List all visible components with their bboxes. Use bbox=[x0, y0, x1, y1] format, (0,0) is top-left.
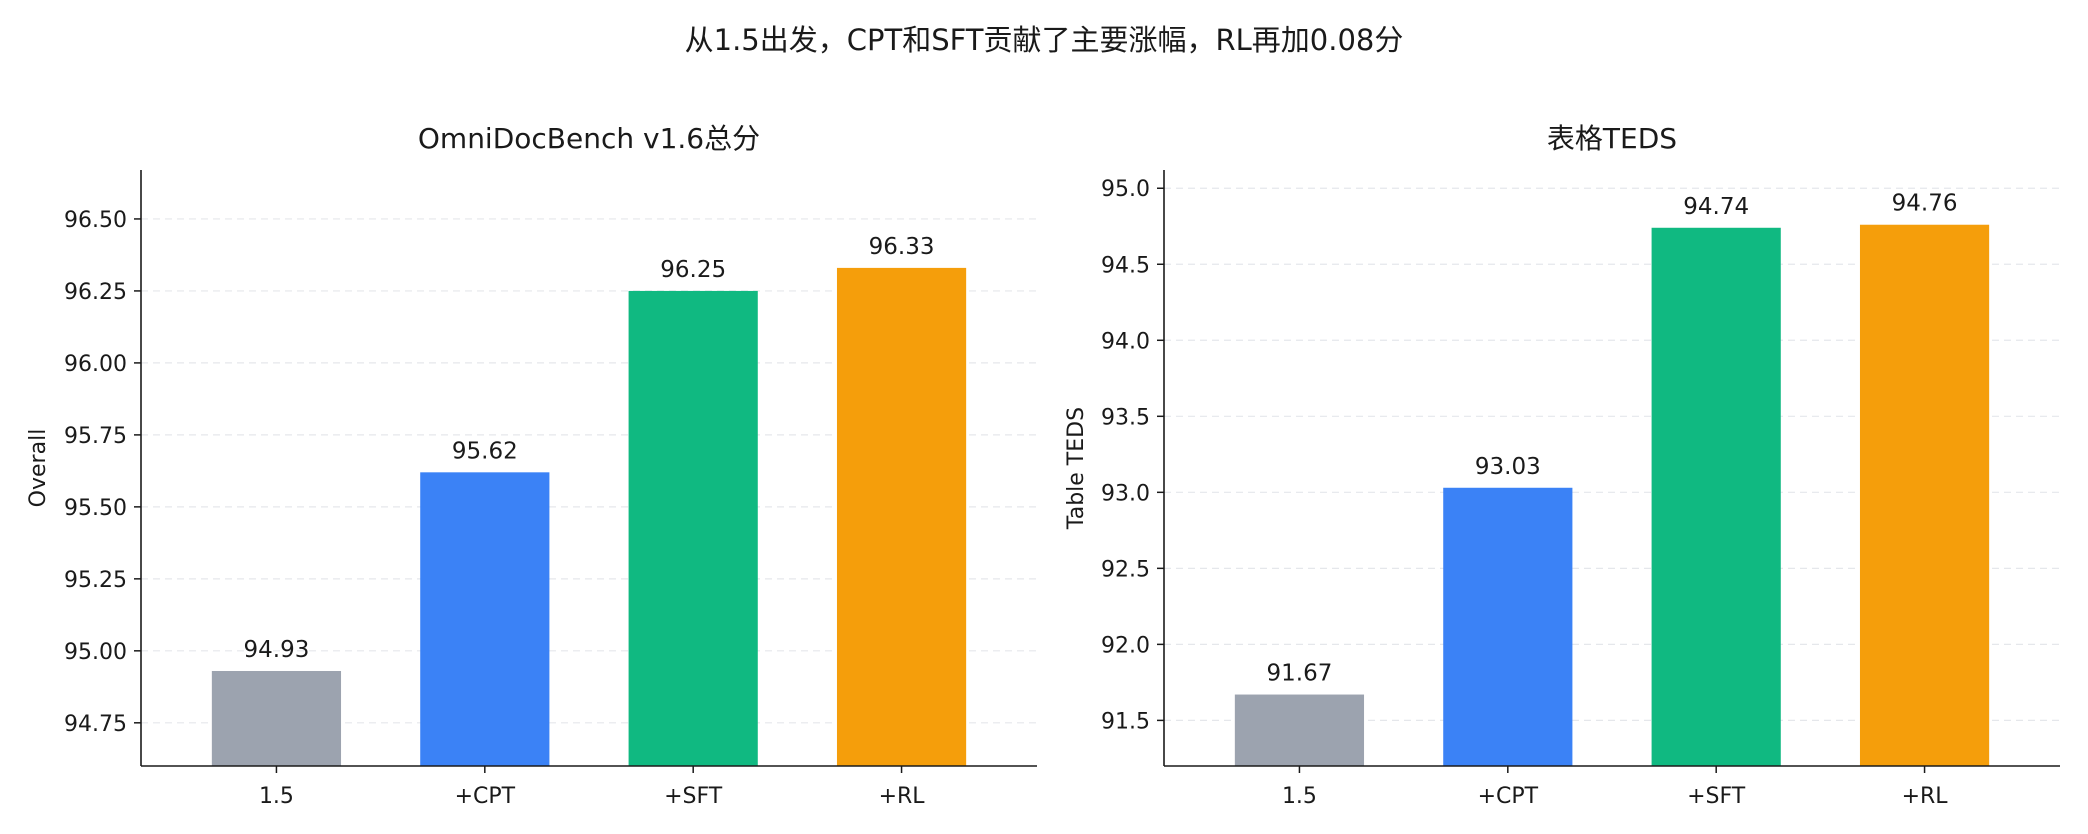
y-ticks: 94.75 95.00 95.25 95.50 95.75 96.00 96.25 96.50 bbox=[64, 208, 141, 737]
y-axis-label: Overall bbox=[26, 429, 51, 508]
y-tick-label: 95.00 bbox=[64, 640, 127, 665]
y-tick-label: 93.5 bbox=[1101, 405, 1150, 430]
y-axis-label: Table TEDS bbox=[1064, 407, 1089, 530]
bar bbox=[1443, 487, 1573, 766]
bar bbox=[836, 267, 967, 766]
y-tick-label: 94.0 bbox=[1101, 329, 1150, 354]
bar bbox=[1859, 224, 1990, 767]
chart-overall: OmniDocBench v1.6总分 Overall 94.75 95.00 95… bbox=[26, 122, 1037, 809]
bar-value-label: 94.93 bbox=[244, 637, 310, 663]
y-tick-label: 96.25 bbox=[64, 280, 127, 305]
bar bbox=[1651, 227, 1781, 766]
x-tick-label: 1.5 bbox=[259, 784, 294, 809]
bar bbox=[628, 290, 758, 766]
y-tick-label: 95.0 bbox=[1101, 177, 1150, 202]
bar-value-label: 96.33 bbox=[869, 234, 935, 260]
gridlines bbox=[141, 218, 1037, 724]
y-tick-label: 95.25 bbox=[64, 568, 127, 593]
y-tick-label: 94.5 bbox=[1101, 253, 1150, 278]
y-tick-label: 96.00 bbox=[64, 352, 127, 377]
bar-value-label: 94.76 bbox=[1892, 191, 1958, 217]
chart-title: OmniDocBench v1.6总分 bbox=[418, 122, 760, 155]
x-ticks: 1.5 +CPT +SFT +RL bbox=[259, 766, 925, 809]
y-tick-label: 94.75 bbox=[64, 712, 127, 737]
y-tick-label: 91.5 bbox=[1101, 709, 1150, 734]
x-tick-label: +RL bbox=[1902, 784, 1949, 809]
chart-title: 表格TEDS bbox=[1547, 122, 1677, 155]
y-tick-label: 93.0 bbox=[1101, 481, 1150, 506]
x-tick-label: +CPT bbox=[455, 784, 516, 809]
bar-value-label: 96.25 bbox=[660, 257, 726, 283]
chart-table-teds: 表格TEDS Table TEDS 91.5 92.0 92.5 93.0 93.5 94… bbox=[1064, 122, 2060, 809]
y-tick-label: 95.75 bbox=[64, 424, 127, 449]
bar bbox=[211, 670, 342, 766]
bars: 91.67 93.03 94.74 94.76 bbox=[1234, 191, 1990, 767]
bar-value-label: 94.74 bbox=[1683, 194, 1749, 220]
x-tick-label: +SFT bbox=[1687, 784, 1746, 809]
y-tick-label: 96.50 bbox=[64, 208, 127, 233]
bar-value-label: 95.62 bbox=[452, 438, 518, 464]
bar bbox=[1234, 694, 1365, 766]
y-tick-label: 92.5 bbox=[1101, 557, 1150, 582]
y-tick-label: 92.0 bbox=[1101, 633, 1150, 658]
x-tick-label: +CPT bbox=[1478, 784, 1539, 809]
bars: 94.93 95.62 96.25 96.33 bbox=[211, 234, 967, 766]
x-ticks: 1.5 +CPT +SFT +RL bbox=[1282, 766, 1948, 809]
bar-value-label: 93.03 bbox=[1475, 454, 1541, 480]
figure-title: 从1.5出发，CPT和SFT贡献了主要涨幅，RL再加0.08分 bbox=[685, 23, 1404, 57]
y-tick-label: 95.50 bbox=[64, 496, 127, 521]
x-tick-label: +SFT bbox=[664, 784, 723, 809]
bar-value-label: 91.67 bbox=[1267, 661, 1333, 687]
y-ticks: 91.5 92.0 92.5 93.0 93.5 94.0 94.5 95.0 bbox=[1101, 177, 1164, 734]
x-tick-label: 1.5 bbox=[1282, 784, 1317, 809]
bar bbox=[420, 472, 550, 766]
x-tick-label: +RL bbox=[879, 784, 926, 809]
